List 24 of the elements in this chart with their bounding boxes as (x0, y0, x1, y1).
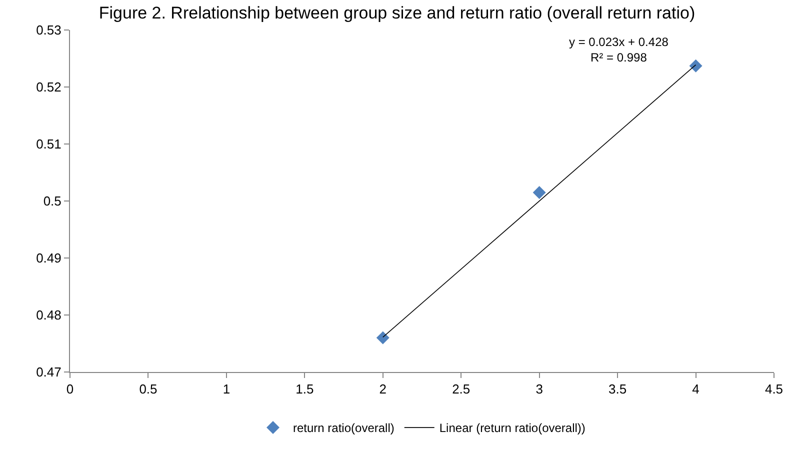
x-tick-label: 2.5 (452, 382, 470, 397)
point (532, 186, 546, 199)
x-tick-label: 1.5 (296, 382, 314, 397)
chart-title: Figure 2. Rrelationship between group size and return ratio (overall return ratio) (98, 4, 696, 23)
x-tick-label: 3 (536, 382, 543, 397)
legend-label: return ratio(overall) (293, 421, 394, 436)
x-tick-label: 1 (222, 382, 230, 397)
x-tick-label: 0.5 (139, 382, 158, 397)
annotation: y = 0.023x + 0.428 R² = 0.998 (569, 35, 669, 65)
y-tick-label: 0.51 (36, 136, 62, 152)
y-tick-label: 0.52 (36, 80, 62, 95)
y-tick-label: 0.47 (36, 364, 62, 380)
y-tick-label: 0.5 (43, 194, 62, 209)
x-tick-label: 0 (66, 382, 74, 397)
x-tick-label: 3.5 (608, 382, 627, 397)
legend-label: Linear (return ratio(overall)) (439, 421, 586, 436)
x-tick-label: 4 (692, 382, 700, 397)
point (689, 59, 702, 72)
y-tick-label: 0.49 (36, 250, 62, 266)
x-tick-label: 2 (379, 382, 387, 397)
y-tick-label: 0.53 (36, 22, 62, 38)
y-tick-label: 0.48 (36, 308, 62, 323)
point (376, 331, 390, 344)
x-tick-label: 4.5 (764, 382, 784, 397)
